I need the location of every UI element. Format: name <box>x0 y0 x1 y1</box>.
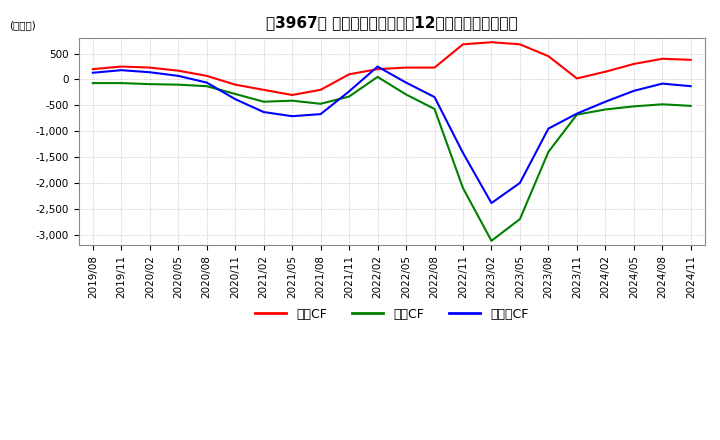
営業CF <box>259 87 268 92</box>
フリーCF <box>288 114 297 119</box>
営業CF <box>117 64 125 69</box>
フリーCF <box>373 64 382 69</box>
投資CF <box>544 149 553 154</box>
フリーCF <box>487 201 496 206</box>
投資CF <box>288 98 297 103</box>
Line: 投資CF: 投資CF <box>93 77 690 241</box>
営業CF <box>601 69 610 74</box>
Legend: 営業CF, 投資CF, フリーCF: 営業CF, 投資CF, フリーCF <box>250 303 534 326</box>
営業CF <box>316 87 325 92</box>
営業CF <box>572 76 581 81</box>
営業CF <box>544 54 553 59</box>
投資CF <box>89 81 97 86</box>
フリーCF <box>629 88 638 93</box>
投資CF <box>402 92 410 97</box>
フリーCF <box>174 73 183 78</box>
営業CF <box>459 42 467 47</box>
Line: 営業CF: 営業CF <box>93 42 690 95</box>
投資CF <box>231 92 240 97</box>
フリーCF <box>202 80 211 85</box>
営業CF <box>231 82 240 87</box>
Y-axis label: (百万円): (百万円) <box>9 20 35 30</box>
Title: 【3967】 キャッシュフローの12か月移動合計の推移: 【3967】 キャッシュフローの12か月移動合計の推移 <box>266 15 518 30</box>
フリーCF <box>259 110 268 115</box>
営業CF <box>288 92 297 98</box>
営業CF <box>145 65 154 70</box>
投資CF <box>259 99 268 104</box>
投資CF <box>373 74 382 80</box>
フリーCF <box>402 80 410 85</box>
フリーCF <box>686 84 695 89</box>
フリーCF <box>345 89 354 94</box>
フリーCF <box>89 70 97 75</box>
営業CF <box>516 42 524 47</box>
投資CF <box>601 107 610 112</box>
フリーCF <box>316 111 325 117</box>
投資CF <box>145 81 154 87</box>
投資CF <box>345 94 354 99</box>
投資CF <box>487 238 496 243</box>
営業CF <box>345 72 354 77</box>
投資CF <box>516 216 524 222</box>
投資CF <box>430 106 438 112</box>
投資CF <box>316 101 325 106</box>
フリーCF <box>544 126 553 131</box>
フリーCF <box>231 96 240 102</box>
フリーCF <box>430 95 438 100</box>
営業CF <box>658 56 667 62</box>
営業CF <box>373 66 382 72</box>
Line: フリーCF: フリーCF <box>93 66 690 203</box>
投資CF <box>117 81 125 86</box>
投資CF <box>686 103 695 109</box>
フリーCF <box>117 67 125 73</box>
投資CF <box>459 185 467 191</box>
投資CF <box>202 84 211 89</box>
フリーCF <box>145 70 154 75</box>
投資CF <box>174 82 183 87</box>
フリーCF <box>459 150 467 156</box>
投資CF <box>572 112 581 117</box>
営業CF <box>430 65 438 70</box>
フリーCF <box>516 180 524 186</box>
投資CF <box>629 104 638 109</box>
営業CF <box>202 73 211 78</box>
投資CF <box>658 102 667 107</box>
フリーCF <box>601 99 610 104</box>
営業CF <box>402 65 410 70</box>
営業CF <box>629 61 638 66</box>
営業CF <box>487 40 496 45</box>
営業CF <box>174 68 183 73</box>
フリーCF <box>572 111 581 116</box>
フリーCF <box>658 81 667 86</box>
営業CF <box>686 57 695 62</box>
営業CF <box>89 66 97 72</box>
